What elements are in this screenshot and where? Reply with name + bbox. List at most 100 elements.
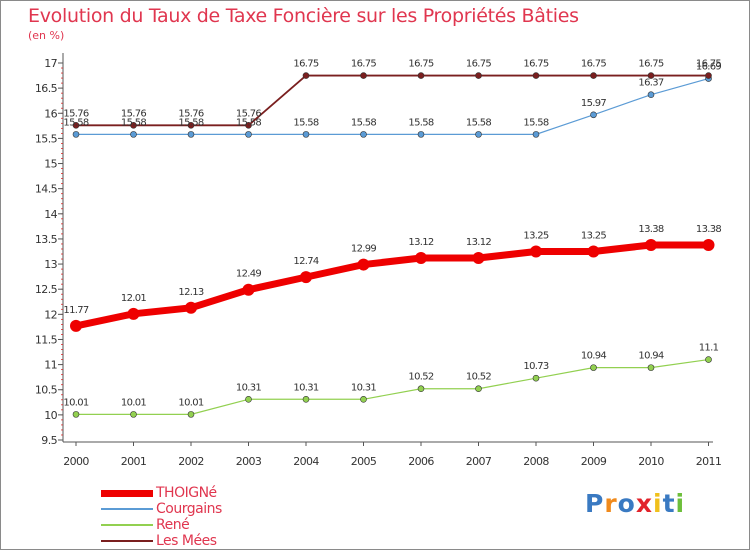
legend-swatch-lesmees xyxy=(101,540,153,542)
data-point-thoigne xyxy=(70,319,82,332)
data-point-rene xyxy=(72,411,80,418)
data-point-courgains xyxy=(475,131,482,138)
data-label-thoigne: 12.49 xyxy=(236,269,261,280)
data-point-rene xyxy=(647,364,655,371)
y-tick-label: 11.5 xyxy=(35,333,58,346)
data-point-rene xyxy=(302,395,310,403)
data-point-thoigne xyxy=(702,238,715,251)
data-point-courgains xyxy=(532,131,540,138)
data-point-rene xyxy=(590,364,597,371)
legend-label: Courgains xyxy=(156,501,222,517)
data-label-thoigne: 12.99 xyxy=(351,244,376,255)
data-label-lesmees: 16.75 xyxy=(293,59,318,70)
legend-label: THOIGNé xyxy=(156,485,217,501)
data-point-courgains xyxy=(417,131,425,138)
data-point-lesmees xyxy=(130,122,137,129)
data-label-thoigne: 13.38 xyxy=(696,224,721,235)
y-tick-label: 13 xyxy=(44,258,57,271)
data-label-lesmees: 16.75 xyxy=(351,59,376,70)
series-line-rene xyxy=(76,358,709,415)
series-line-lesmees xyxy=(76,74,709,127)
data-point-lesmees xyxy=(245,122,252,129)
data-point-thoigne xyxy=(645,238,657,251)
x-tick-label: 2009 xyxy=(581,455,607,468)
x-tick-label: 2003 xyxy=(236,455,262,468)
legend-swatch-courgains xyxy=(101,508,153,510)
chart-title: Evolution du Taux de Taxe Foncière sur l… xyxy=(28,5,579,27)
data-label-rene: 10.52 xyxy=(466,372,491,383)
logo-letter: x xyxy=(635,489,653,518)
data-label-rene: 10.94 xyxy=(581,351,606,362)
data-point-thoigne xyxy=(185,301,197,314)
data-label-courgains: 15.58 xyxy=(63,117,88,128)
data-point-courgains xyxy=(72,131,80,138)
y-tick-label: 13.5 xyxy=(35,233,58,246)
series-lines xyxy=(70,72,715,418)
data-label-courgains: 15.58 xyxy=(351,117,376,128)
data-point-rene xyxy=(130,411,137,418)
data-label-courgains: 16.69 xyxy=(696,62,721,73)
data-label-thoigne: 12.13 xyxy=(178,287,203,298)
data-point-courgains xyxy=(590,111,597,119)
data-label-thoigne: 13.38 xyxy=(638,224,663,235)
legend-item-courgains: Courgains xyxy=(101,501,321,517)
data-point-thoigne xyxy=(127,307,140,320)
series-line-thoigne xyxy=(75,241,709,330)
data-point-thoigne xyxy=(357,258,370,271)
y-tick-label: 12 xyxy=(44,308,57,321)
data-label-thoigne: 13.25 xyxy=(523,231,548,242)
data-point-lesmees xyxy=(475,72,482,79)
data-point-thoigne xyxy=(587,245,600,258)
data-label-rene: 10.01 xyxy=(63,397,88,408)
data-label-thoigne: 12.74 xyxy=(293,256,318,267)
data-point-lesmees xyxy=(417,72,425,79)
data-point-courgains xyxy=(187,131,195,138)
axes: 9.5 10 10.5 11 11.5 12 12.5 13 13.5 14 14.5 15 15.5 1… xyxy=(35,53,722,468)
series-line-courgains xyxy=(76,78,709,135)
data-point-courgains xyxy=(245,131,252,138)
data-label-lesmees: 16.75 xyxy=(408,59,433,70)
data-point-rene xyxy=(705,356,712,363)
legend-swatch-thoigne xyxy=(101,489,153,497)
data-point-lesmees xyxy=(187,122,195,129)
unit-label: (en %) xyxy=(28,29,65,42)
data-label-rene: 10.31 xyxy=(236,382,261,393)
logo-letter: r xyxy=(604,489,618,518)
data-label-lesmees: 15.76 xyxy=(236,108,261,119)
y-tick-label: 9.5 xyxy=(41,434,57,447)
data-label-courgains: 15.58 xyxy=(178,117,203,128)
data-label-thoigne: 13.12 xyxy=(466,237,491,248)
data-point-lesmees xyxy=(590,72,597,79)
x-tick-label: 2010 xyxy=(638,455,664,468)
y-tick-label: 16.5 xyxy=(35,82,58,95)
y-tick-label: 17 xyxy=(44,57,57,70)
x-tick-label: 2004 xyxy=(293,455,319,468)
x-tick-label: 2007 xyxy=(466,455,492,468)
data-point-thoigne xyxy=(530,245,542,258)
data-point-lesmees xyxy=(647,72,655,79)
legend-swatch-rene xyxy=(101,524,153,526)
data-point-thoigne xyxy=(415,252,427,265)
x-tick-label: 2011 xyxy=(696,455,722,468)
data-label-lesmees: 16.75 xyxy=(466,59,491,70)
logo-letter: i xyxy=(675,489,686,518)
data-label-thoigne: 11.77 xyxy=(63,305,88,316)
data-label-courgains: 15.58 xyxy=(121,117,146,128)
data-point-rene xyxy=(245,395,252,403)
legend: THOIGNé Courgains René Les Mées xyxy=(101,485,321,549)
data-label-lesmees: 16.75 xyxy=(523,59,548,70)
data-label-courgains: 16.37 xyxy=(638,78,663,89)
data-label-thoigne: 13.12 xyxy=(408,237,433,248)
x-tick-label: 2001 xyxy=(121,455,147,468)
data-label-rene: 10.01 xyxy=(121,397,146,408)
data-point-rene xyxy=(532,374,540,382)
x-tick-label: 2008 xyxy=(523,455,549,468)
data-point-thoigne xyxy=(472,252,485,265)
data-point-courgains xyxy=(130,131,137,138)
data-point-lesmees xyxy=(705,72,712,79)
data-label-lesmees: 16.75 xyxy=(638,59,663,70)
data-label-rene: 10.52 xyxy=(408,372,433,383)
data-label-rene: 10.01 xyxy=(178,397,203,408)
data-point-courgains xyxy=(360,131,367,138)
